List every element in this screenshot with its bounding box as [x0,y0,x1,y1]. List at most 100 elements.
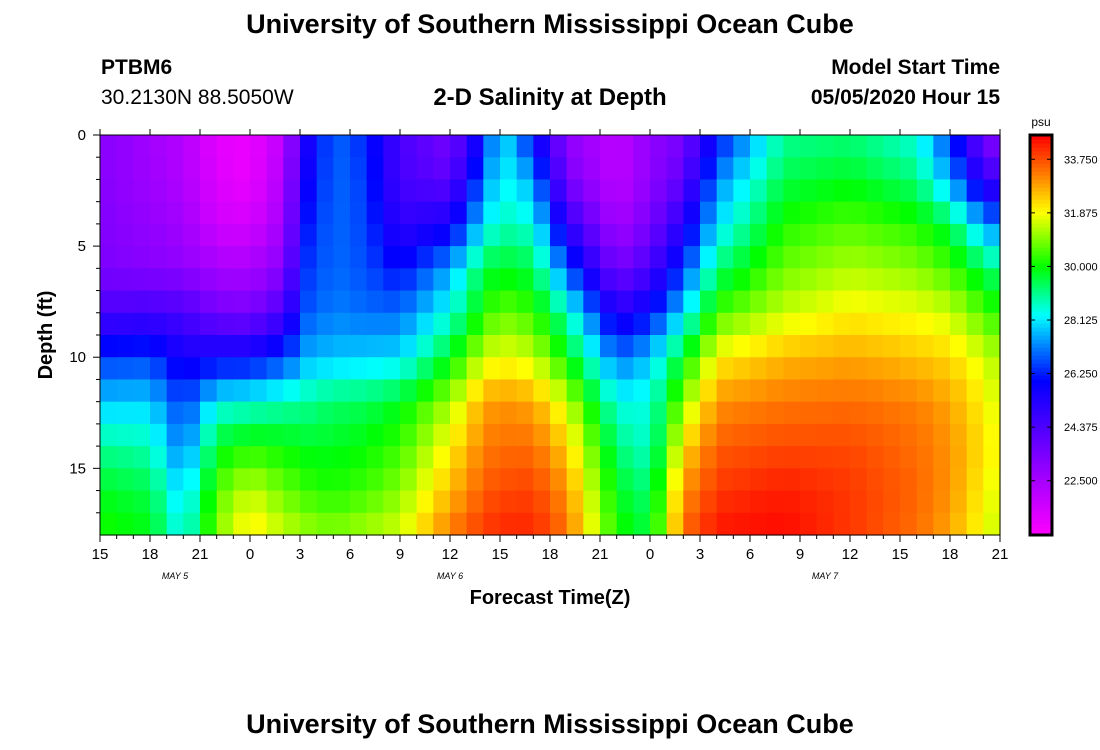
heatmap-cell [616,335,634,358]
colorbar-band [1030,483,1052,488]
heatmap-cell [966,379,984,403]
x-tick-label: 21 [992,546,1009,563]
heatmap-cell [866,357,884,381]
colorbar-band [1030,439,1052,444]
heatmap-cell [816,446,834,469]
heatmap-cell [466,312,484,336]
heatmap-cell [950,490,968,514]
heatmap-cell [200,157,218,181]
heatmap-cell [633,312,651,336]
colorbar-band [1030,259,1052,264]
heatmap-cell [716,179,734,203]
heatmap-cell [783,468,801,492]
y-tick-label: 15 [69,460,86,477]
heatmap-cell [666,157,684,181]
heatmap-cell [450,446,468,469]
heatmap-cell [333,179,351,203]
heatmap-cell [766,379,784,403]
heatmap-cell [783,490,801,514]
heatmap-cell [516,512,534,536]
heatmap-cell [350,468,368,492]
heatmap-cell [216,135,234,158]
heatmap-cell [266,157,284,181]
heatmap-cell [233,312,251,336]
heatmap-cell [416,223,434,247]
heatmap-cell [833,423,851,447]
colorbar-tick-label: 30.000 [1064,261,1098,273]
heatmap-cell [700,490,718,514]
colorbar-band [1030,367,1052,372]
heatmap-cell [633,490,651,514]
heatmap-cell [233,446,251,469]
colorbar-band [1030,271,1052,276]
heatmap-cell [416,201,434,225]
heatmap-cell [400,468,418,492]
heatmap-cell [666,468,684,492]
heatmap-cell [750,135,768,158]
heatmap-cell [733,201,751,225]
heatmap-cell [766,135,784,158]
heatmap-cell [566,401,584,425]
heatmap-cell [383,423,401,447]
heatmap-cell [750,512,768,536]
heatmap-cell [916,246,934,269]
heatmap-cell [316,512,334,536]
heatmap-cell [433,268,451,292]
heatmap-cell [633,135,651,158]
heatmap-cell [800,401,818,425]
heatmap-cell [200,490,218,514]
heatmap-cell [583,335,601,358]
y-tick-label: 0 [78,127,86,144]
heatmap-cell [583,490,601,514]
heatmap-cell [783,312,801,336]
heatmap-cell [566,312,584,336]
heatmap-cell [166,512,184,536]
heatmap-cell [516,201,534,225]
heatmap-cell [766,179,784,203]
heatmap-cell [666,401,684,425]
heatmap-cell [366,423,384,447]
heatmap-cell [200,335,218,358]
heatmap-cell [333,379,351,403]
heatmap-cell [933,201,951,225]
heatmap-cell [666,312,684,336]
heatmap-cell [750,490,768,514]
heatmap-cell [416,157,434,181]
heatmap-cell [233,268,251,292]
heatmap-cell [416,446,434,469]
heatmap-cell [133,401,151,425]
heatmap-cell [350,312,368,336]
heatmap-cell [200,135,218,158]
heatmap-cell [683,401,701,425]
heatmap-cell [166,312,184,336]
colorbar-band [1030,235,1052,240]
heatmap-cell [833,335,851,358]
heatmap-cell [183,246,201,269]
colorbar-band [1030,143,1052,148]
heatmap-cell [833,446,851,469]
heatmap-cell [366,268,384,292]
colorbar-band [1030,243,1052,248]
heatmap-cell [666,135,684,158]
heatmap-cell [166,268,184,292]
heatmap-cell [350,490,368,514]
heatmap-cell [466,201,484,225]
heatmap-cell [233,135,251,158]
heatmap-cell [966,201,984,225]
heatmap-cell [700,401,718,425]
heatmap-cell [700,268,718,292]
heatmap-cell [483,246,501,269]
heatmap-cell [650,490,668,514]
colorbar-band [1030,447,1052,452]
heatmap-cell [316,401,334,425]
heatmap-cell [716,357,734,381]
heatmap-cell [566,157,584,181]
heatmap-cell [766,201,784,225]
colorbar-tick-label: 26.250 [1064,369,1098,381]
heatmap-cell [450,490,468,514]
heatmap-cell [950,379,968,403]
colorbar-frame [1028,133,1054,537]
heatmap-cell [416,179,434,203]
heatmap-cell [133,490,151,514]
heatmap-cell [483,490,501,514]
